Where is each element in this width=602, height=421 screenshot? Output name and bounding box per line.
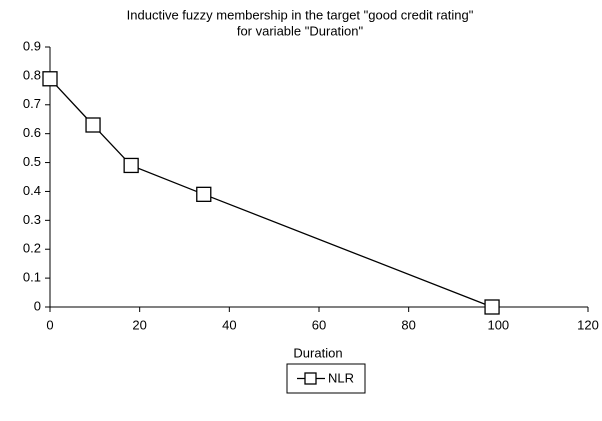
y-tick-label: 0.6	[23, 125, 41, 140]
x-tick-label: 20	[132, 317, 146, 332]
x-tick-label: 60	[312, 317, 326, 332]
point-marker	[196, 186, 212, 202]
x-tick-label: 40	[222, 317, 236, 332]
y-tick-label: 0.1	[23, 270, 41, 285]
y-tick-label: 0.4	[23, 183, 41, 198]
point-marker	[42, 71, 58, 87]
y-tick-label: 0.5	[23, 154, 41, 169]
y-tick-label: 0.8	[23, 67, 41, 82]
legend-marker	[304, 372, 317, 385]
point-marker	[123, 157, 139, 174]
x-tick-label: 100	[487, 317, 509, 332]
y-tick-label: 0.7	[23, 96, 41, 111]
point-marker	[85, 117, 101, 133]
x-axis-label: Duration	[293, 345, 342, 360]
x-tick-label: 80	[401, 317, 415, 332]
x-tick-label: 0	[46, 317, 53, 332]
point-marker	[484, 299, 500, 315]
y-tick-label: 0.9	[23, 38, 41, 53]
legend-label: NLR	[328, 370, 354, 385]
x-tick-label: 120	[577, 317, 599, 332]
y-tick-label: 0	[34, 298, 41, 313]
y-tick-label: 0.2	[23, 241, 41, 256]
y-tick-label: 0.3	[23, 212, 41, 227]
chart-title: for variable "Duration"	[237, 23, 364, 38]
chart-title: Inductive fuzzy membership in the target…	[127, 7, 474, 22]
series-line	[49, 78, 493, 308]
